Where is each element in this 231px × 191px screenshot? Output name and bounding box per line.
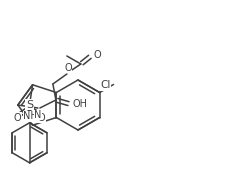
- Text: O: O: [64, 63, 72, 73]
- Text: Cl: Cl: [100, 80, 110, 91]
- Text: NH: NH: [23, 111, 38, 121]
- Text: N: N: [34, 110, 42, 120]
- Text: O: O: [38, 113, 45, 123]
- Text: O: O: [94, 50, 101, 60]
- Text: S: S: [26, 100, 33, 110]
- Text: O: O: [14, 113, 21, 123]
- Text: OH: OH: [73, 99, 88, 109]
